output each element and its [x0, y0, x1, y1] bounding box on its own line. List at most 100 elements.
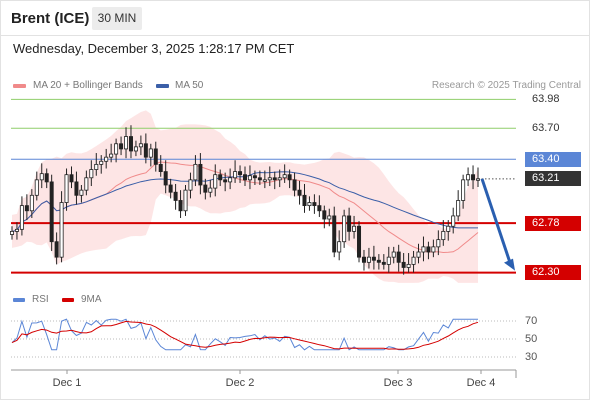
- rsi-ma-swatch: [62, 298, 74, 302]
- ma20-swatch: [13, 84, 26, 88]
- x-tick-dec2: Dec 2: [225, 377, 255, 389]
- forecast-arrow: [480, 178, 512, 264]
- candle-body: [322, 210, 327, 220]
- candle-body: [138, 143, 143, 148]
- candle-body: [252, 175, 257, 179]
- candle-body: [14, 228, 19, 232]
- candle-body: [124, 136, 129, 150]
- candle-body: [79, 189, 84, 196]
- candle-body: [406, 263, 411, 268]
- candle-body: [109, 153, 114, 158]
- candle-body: [242, 174, 247, 181]
- candle-body: [168, 184, 173, 193]
- candle-body: [183, 189, 188, 212]
- candle-body: [456, 200, 461, 217]
- candle-body: [223, 179, 228, 183]
- legend-rsi: RSI: [13, 294, 53, 306]
- level-label-current: 63.21: [525, 171, 581, 187]
- candle-body: [158, 163, 163, 172]
- candle-body: [128, 136, 133, 152]
- candle-body: [287, 174, 292, 181]
- credit-text: Research © 2025 Trading Central: [431, 80, 581, 91]
- candle-body: [74, 181, 79, 196]
- legend-rsi-ma-label: 9MA: [81, 294, 102, 305]
- candle-body: [228, 177, 233, 183]
- candle-body: [39, 173, 44, 181]
- candle-body: [262, 179, 267, 182]
- candle-body: [471, 174, 476, 181]
- rsi-swatch: [13, 298, 25, 302]
- candle-body: [49, 181, 54, 243]
- candle-body: [69, 174, 74, 183]
- candle-body: [441, 230, 446, 241]
- candle-body: [119, 143, 124, 150]
- candle-body: [188, 179, 193, 191]
- candle-body: [342, 215, 347, 243]
- x-tick-dec4: Dec 4: [466, 377, 496, 389]
- legend-ma20-label: MA 20 + Bollinger Bands: [33, 80, 143, 91]
- legend-ma50: MA 50: [156, 80, 216, 92]
- candle-body: [461, 179, 466, 201]
- candle-body: [213, 174, 218, 189]
- instrument-title: Brent (ICE): [11, 10, 90, 27]
- candle-body: [94, 163, 99, 170]
- level-label-support: 62.78: [525, 215, 581, 231]
- candle-body: [257, 177, 262, 181]
- candle-body: [247, 175, 252, 181]
- x-tick-dec1: Dec 1: [52, 377, 82, 389]
- candle-body: [312, 202, 317, 207]
- rsi-tick-50: 50: [525, 333, 538, 345]
- timeframe-button[interactable]: 30 MIN: [92, 7, 142, 30]
- candle-body: [163, 171, 168, 186]
- candle-body: [361, 256, 366, 263]
- candle-body: [451, 215, 456, 227]
- candle-body: [366, 256, 371, 263]
- x-tick-dec3: Dec 3: [383, 377, 413, 389]
- candle-body: [411, 256, 416, 265]
- candle-body: [218, 174, 223, 181]
- legend-ma20: MA 20 + Bollinger Bands: [13, 80, 163, 92]
- candle-body: [436, 239, 441, 248]
- candle-body: [173, 191, 178, 201]
- candle-body: [426, 246, 431, 253]
- candle-body: [357, 225, 362, 258]
- header-divider: [1, 35, 589, 36]
- candle-body: [307, 202, 312, 207]
- candle-body: [347, 215, 352, 232]
- candle-body: [133, 146, 138, 152]
- candle-body: [421, 246, 426, 253]
- candle-body: [416, 251, 421, 258]
- candle-body: [198, 163, 203, 186]
- candle-body: [386, 256, 391, 265]
- candle-body: [19, 205, 24, 230]
- candle-body: [272, 177, 277, 181]
- candle-body: [352, 225, 357, 232]
- candle-body: [44, 173, 49, 183]
- legend-ma50-label: MA 50: [175, 80, 204, 91]
- candle-body: [54, 241, 59, 258]
- rsi-ma-line: [11, 320, 479, 350]
- forecast-arrow-head: [504, 258, 515, 271]
- candle-body: [376, 259, 381, 263]
- candle-body: [401, 261, 406, 268]
- rsi-tick-70: 70: [525, 315, 538, 327]
- candle-body: [233, 171, 238, 179]
- candle-body: [84, 177, 89, 191]
- candle-body: [148, 148, 153, 158]
- level-label-support: 62.30: [525, 265, 581, 281]
- candle-body: [24, 205, 29, 212]
- candle-body: [64, 174, 69, 203]
- candle-body: [29, 194, 34, 212]
- candle-body: [431, 246, 436, 253]
- candle-body: [381, 261, 386, 265]
- candle-body: [143, 143, 148, 158]
- candle-body: [337, 241, 342, 253]
- candle-body: [89, 169, 94, 179]
- candle-body: [59, 202, 64, 258]
- candle-body: [391, 251, 396, 258]
- candle-body: [208, 187, 213, 193]
- bollinger-band: [12, 110, 478, 283]
- candle-body: [193, 163, 198, 181]
- candle-body: [238, 171, 243, 176]
- level-label-pivot: 63.40: [525, 151, 581, 167]
